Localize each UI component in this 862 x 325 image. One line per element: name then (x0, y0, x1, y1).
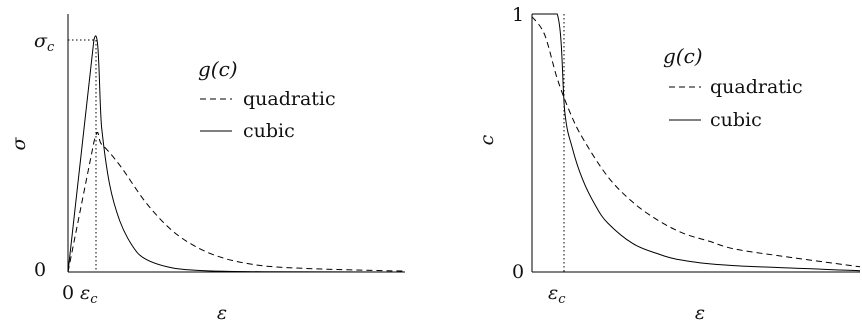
right-legend-quadratic-label: quadratic (710, 76, 803, 98)
right-y-tick-one: 1 (512, 4, 524, 26)
right-chart: 1 0 εc ε c g(c) quadratic cubic (476, 4, 860, 324)
right-x-tick-eps-c: εc (548, 282, 566, 307)
left-y-tick-zero: 0 (34, 259, 46, 281)
right-legend-title: g(c) (663, 44, 703, 68)
left-legend-cubic-label: cubic (243, 120, 295, 142)
right-y-tick-zero: 0 (512, 261, 524, 283)
left-series-quadratic-line (68, 132, 405, 272)
right-x-axis-label: ε (695, 302, 705, 324)
left-chart: 0 σc 0 εc ε σ g(c) quadratic cubic (8, 14, 405, 324)
left-y-axis-label: σ (8, 136, 30, 150)
left-x-tick-zero: 0 (62, 282, 74, 304)
left-legend-quadratic-label: quadratic (243, 88, 336, 110)
left-legend-title: g(c) (198, 57, 238, 81)
left-y-tick-sigma-c: σc (34, 30, 55, 55)
left-legend: g(c) quadratic cubic (198, 57, 336, 142)
right-legend-cubic-label: cubic (710, 109, 762, 131)
left-x-axis-label: ε (217, 302, 227, 324)
right-legend: g(c) quadratic cubic (663, 44, 803, 131)
right-y-axis-label: c (476, 134, 498, 145)
left-x-tick-eps-c: εc (80, 282, 98, 307)
